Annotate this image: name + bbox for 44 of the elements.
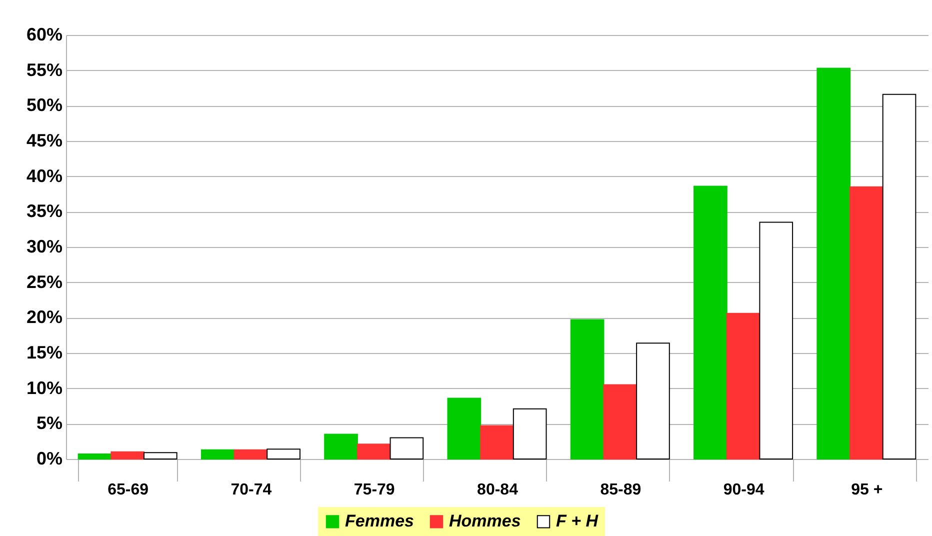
y-tick-label: 5% [36,413,62,434]
y-tick-label: 50% [26,95,62,116]
bar [78,454,112,460]
bar [726,312,760,460]
legend-label: Femmes [345,512,414,531]
bar [266,448,300,460]
y-tick-label: 30% [26,236,62,256]
bar [480,425,514,460]
bar [816,68,851,460]
x-tick-label: 65-69 [108,482,149,498]
bar [636,342,670,460]
x-tick-label: 95 + [851,482,883,498]
y-tick-label: 40% [26,166,62,186]
bar [324,434,358,460]
y-tick-label: 10% [26,378,62,398]
x-tick-label: 70-74 [230,482,272,498]
bar [356,444,391,460]
x-tick-label: 90-94 [723,482,764,498]
bar [200,449,235,460]
x-tick-label: 75-79 [354,482,395,498]
bar [234,449,268,460]
y-tick-label: 35% [26,201,62,222]
bar [110,451,144,460]
y-tick-label: 45% [26,130,62,150]
bar [143,452,178,460]
legend-label: F + H [556,512,599,531]
bar [390,437,424,460]
y-tick-label: 60% [26,24,62,44]
bar [882,94,916,460]
bar [447,398,482,460]
legend-label: Hommes [449,512,521,531]
x-tick-label: 80-84 [477,482,518,498]
y-tick-label: 55% [26,60,62,80]
x-tick-label: 85-89 [600,482,642,498]
y-tick-label: 25% [26,272,62,292]
bar [850,186,884,460]
bar [570,319,604,460]
y-tick-label: 15% [26,342,62,362]
bar [759,222,794,460]
bar [512,408,547,460]
bar [694,186,728,460]
y-tick-label: 20% [26,307,62,328]
bar [603,384,638,460]
y-tick-label: 0% [36,448,62,468]
